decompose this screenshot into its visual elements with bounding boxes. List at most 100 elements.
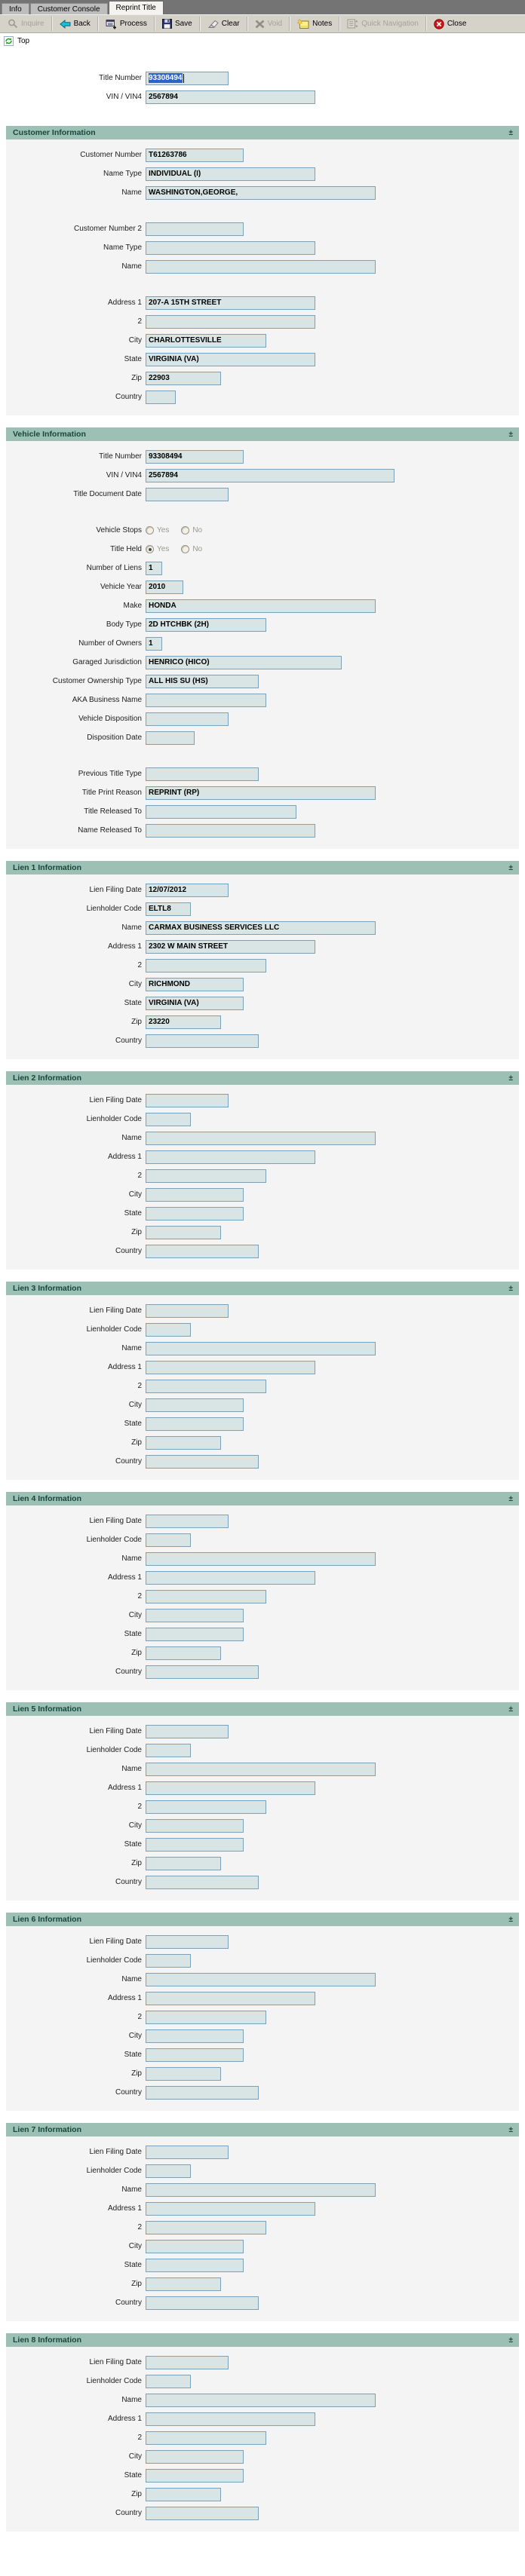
input-title-number[interactable]: 93308494 [146,449,244,464]
input-address-1[interactable]: 2302 W MAIN STREET [146,939,315,954]
input-2[interactable] [146,314,315,329]
toolbar-button-notes[interactable]: Notes [292,16,337,32]
input-lien-filing-date[interactable] [146,2145,229,2159]
input-country[interactable] [146,2506,259,2520]
input-state[interactable]: VIRGINIA (VA) [146,352,315,366]
input-2[interactable] [146,1800,266,1814]
input-city[interactable] [146,2239,244,2253]
tab-info[interactable]: Info [2,3,29,14]
toolbar-button-save[interactable]: Save [157,16,198,32]
radio-title-held-no[interactable] [181,545,190,553]
top-link[interactable]: Top [17,37,30,45]
input-country[interactable] [146,1665,259,1679]
input-zip[interactable] [146,1646,221,1660]
tab-customer-console[interactable]: Customer Console [29,3,108,14]
input-2[interactable] [146,2220,266,2234]
input-name[interactable] [146,1551,376,1566]
input-previous-title-type[interactable] [146,767,259,781]
input-address-1[interactable] [146,1150,315,1164]
input-name[interactable] [146,1341,376,1355]
input-zip[interactable]: 22903 [146,371,221,385]
input-country[interactable] [146,1454,259,1469]
input-name-type[interactable]: INDIVIDUAL (I) [146,167,315,181]
input-state[interactable] [146,2468,244,2483]
input-2[interactable] [146,1589,266,1603]
input-zip[interactable] [146,2277,221,2291]
input-name-released-to[interactable] [146,823,315,838]
input-zip[interactable] [146,1435,221,1450]
input-title-document-date[interactable] [146,487,229,501]
collapse-icon[interactable]: ± [508,430,514,439]
input-customer-number-2[interactable] [146,222,244,236]
input-country[interactable] [146,390,176,404]
collapse-icon[interactable]: ± [508,1915,514,1924]
radio-title-held-yes[interactable] [146,545,154,553]
radio-vehicle-stops-yes[interactable] [146,526,154,534]
input-garaged-jurisdiction[interactable]: HENRICO (HICO) [146,655,342,669]
input-lien-filing-date[interactable]: 12/07/2012 [146,883,229,897]
input-lien-filing-date[interactable] [146,2355,229,2369]
input-address-1[interactable] [146,2412,315,2426]
input-2[interactable] [146,2010,266,2024]
input-zip[interactable] [146,2487,221,2501]
input-country[interactable] [146,1244,259,1258]
collapse-icon[interactable]: ± [508,1074,514,1083]
input-zip[interactable] [146,1225,221,1239]
input-zip[interactable]: 23220 [146,1015,221,1029]
input-city[interactable] [146,2029,244,2043]
input-lien-filing-date[interactable] [146,1724,229,1738]
input-state[interactable] [146,1206,244,1221]
input-lienholder-code[interactable] [146,1743,191,1757]
input-name[interactable]: WASHINGTON,GEORGE, [146,185,376,200]
input-body-type[interactable]: 2D HTCHBK (2H) [146,617,266,632]
input-zip[interactable] [146,2066,221,2081]
input-address-1[interactable] [146,1360,315,1374]
input-number-of-owners[interactable]: 1 [146,636,162,651]
input-lien-filing-date[interactable] [146,1093,229,1107]
input-title-print-reason[interactable]: REPRINT (RP) [146,786,376,800]
toolbar-button-clear[interactable]: Clear [202,16,245,32]
input-lienholder-code[interactable] [146,1322,191,1337]
collapse-icon[interactable]: ± [508,1284,514,1293]
collapse-icon[interactable]: ± [508,128,514,137]
input-country[interactable] [146,1034,259,1048]
input-state[interactable] [146,2258,244,2272]
input-lienholder-code[interactable] [146,1533,191,1547]
input-name[interactable] [146,2182,376,2197]
input-vehicle-year[interactable]: 2010 [146,580,183,594]
input-city[interactable] [146,1608,244,1622]
input-make[interactable]: HONDA [146,599,376,613]
tab-reprint-title[interactable]: Reprint Title [108,1,164,14]
input-city[interactable]: CHARLOTTESVILLE [146,333,266,348]
collapse-icon[interactable]: ± [508,863,514,872]
input-country[interactable] [146,1875,259,1889]
input-city[interactable]: RICHMOND [146,977,244,991]
input-address-1[interactable] [146,1991,315,2005]
toolbar-button-close[interactable]: Close [428,16,472,32]
input-country[interactable] [146,2085,259,2100]
input-lienholder-code[interactable] [146,1953,191,1968]
input-address-1[interactable] [146,1570,315,1585]
toolbar-button-process[interactable]: Process [100,16,152,32]
input-name[interactable] [146,259,376,274]
input-customer-ownership-type[interactable]: ALL HIS SU (HS) [146,674,259,688]
input-name[interactable] [146,1972,376,1986]
input-zip[interactable] [146,1856,221,1870]
input-customer-number[interactable]: T61263786 [146,148,244,162]
input-address-1[interactable]: 207-A 15TH STREET [146,296,315,310]
input-city[interactable] [146,1187,244,1202]
collapse-icon[interactable]: ± [508,1494,514,1503]
input-name[interactable] [146,1131,376,1145]
input-state[interactable] [146,1627,244,1641]
input-disposition-date[interactable] [146,731,195,745]
input-lienholder-code[interactable] [146,2164,191,2178]
collapse-icon[interactable]: ± [508,2125,514,2134]
input-title-released-to[interactable] [146,804,296,819]
input-state[interactable] [146,1837,244,1852]
input-number-of-liens[interactable]: 1 [146,561,162,575]
input-name[interactable] [146,1762,376,1776]
input-lienholder-code[interactable] [146,2374,191,2388]
input-2[interactable] [146,958,266,973]
input-state[interactable] [146,1417,244,1431]
input-name-type[interactable] [146,240,315,255]
